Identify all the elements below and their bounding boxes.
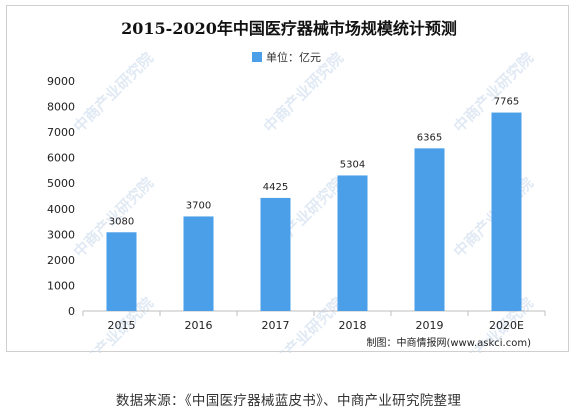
y-tick-label: 2000 xyxy=(47,254,75,267)
data-labels: 3080 3700 4425 5304 6365 7765 xyxy=(109,97,519,228)
y-axis: 0 1000 2000 3000 4000 5000 6000 7000 8000 9000 xyxy=(47,75,75,318)
y-tick-label: 3000 xyxy=(47,228,75,241)
x-tick-label: 2020E xyxy=(489,319,524,332)
y-tick-label: 0 xyxy=(68,305,75,318)
x-tick-label: 2016 xyxy=(185,319,213,332)
bar-2016 xyxy=(183,216,214,311)
bar-2019 xyxy=(414,148,445,311)
source-note: 数据来源：《中国医疗器械蓝皮书》、中商产业研究院整理 xyxy=(115,393,462,409)
y-tick-label: 8000 xyxy=(47,101,75,114)
chart-credit: 制图：中商情报网(www.askci.com) xyxy=(366,336,531,349)
x-tick-label: 2019 xyxy=(416,319,444,332)
data-label-2015: 3080 xyxy=(109,216,134,227)
bar-2017 xyxy=(260,197,291,311)
chart-title: 2015-2020年中国医疗器械市场规模统计预测 xyxy=(121,19,457,38)
bar-2015 xyxy=(106,232,137,311)
y-tick-label: 9000 xyxy=(47,75,75,88)
y-tick-label: 4000 xyxy=(47,203,75,216)
data-label-2020E: 7765 xyxy=(494,97,519,108)
x-tick-label: 2018 xyxy=(339,319,367,332)
y-tick-label: 6000 xyxy=(47,152,75,165)
bar-series xyxy=(106,112,522,311)
legend: 单位：亿元 xyxy=(252,50,321,64)
data-label-2017: 4425 xyxy=(263,182,288,193)
data-label-2019: 6365 xyxy=(417,132,442,143)
watermark-text: 中商产业研究院 xyxy=(70,49,157,136)
y-tick-label: 1000 xyxy=(47,279,75,292)
legend-label: 单位：亿元 xyxy=(266,50,321,64)
y-tick-label: 5000 xyxy=(47,177,75,190)
chart-frame: 中商产业研究院 中商产业研究院 中商产业研究院 中商产业研究院 中商产业研究院 中商产业研… xyxy=(6,5,569,353)
x-tick-label: 2015 xyxy=(108,319,136,332)
legend-swatch xyxy=(252,52,262,62)
y-tick-label: 7000 xyxy=(47,126,75,139)
x-axis: 2015 2016 2017 2018 2019 2020E xyxy=(82,310,546,332)
data-label-2018: 5304 xyxy=(340,159,365,170)
bar-2020E xyxy=(491,112,522,311)
bar-2018 xyxy=(337,175,368,311)
x-tick-label: 2017 xyxy=(262,319,290,332)
data-label-2016: 3700 xyxy=(186,200,211,211)
